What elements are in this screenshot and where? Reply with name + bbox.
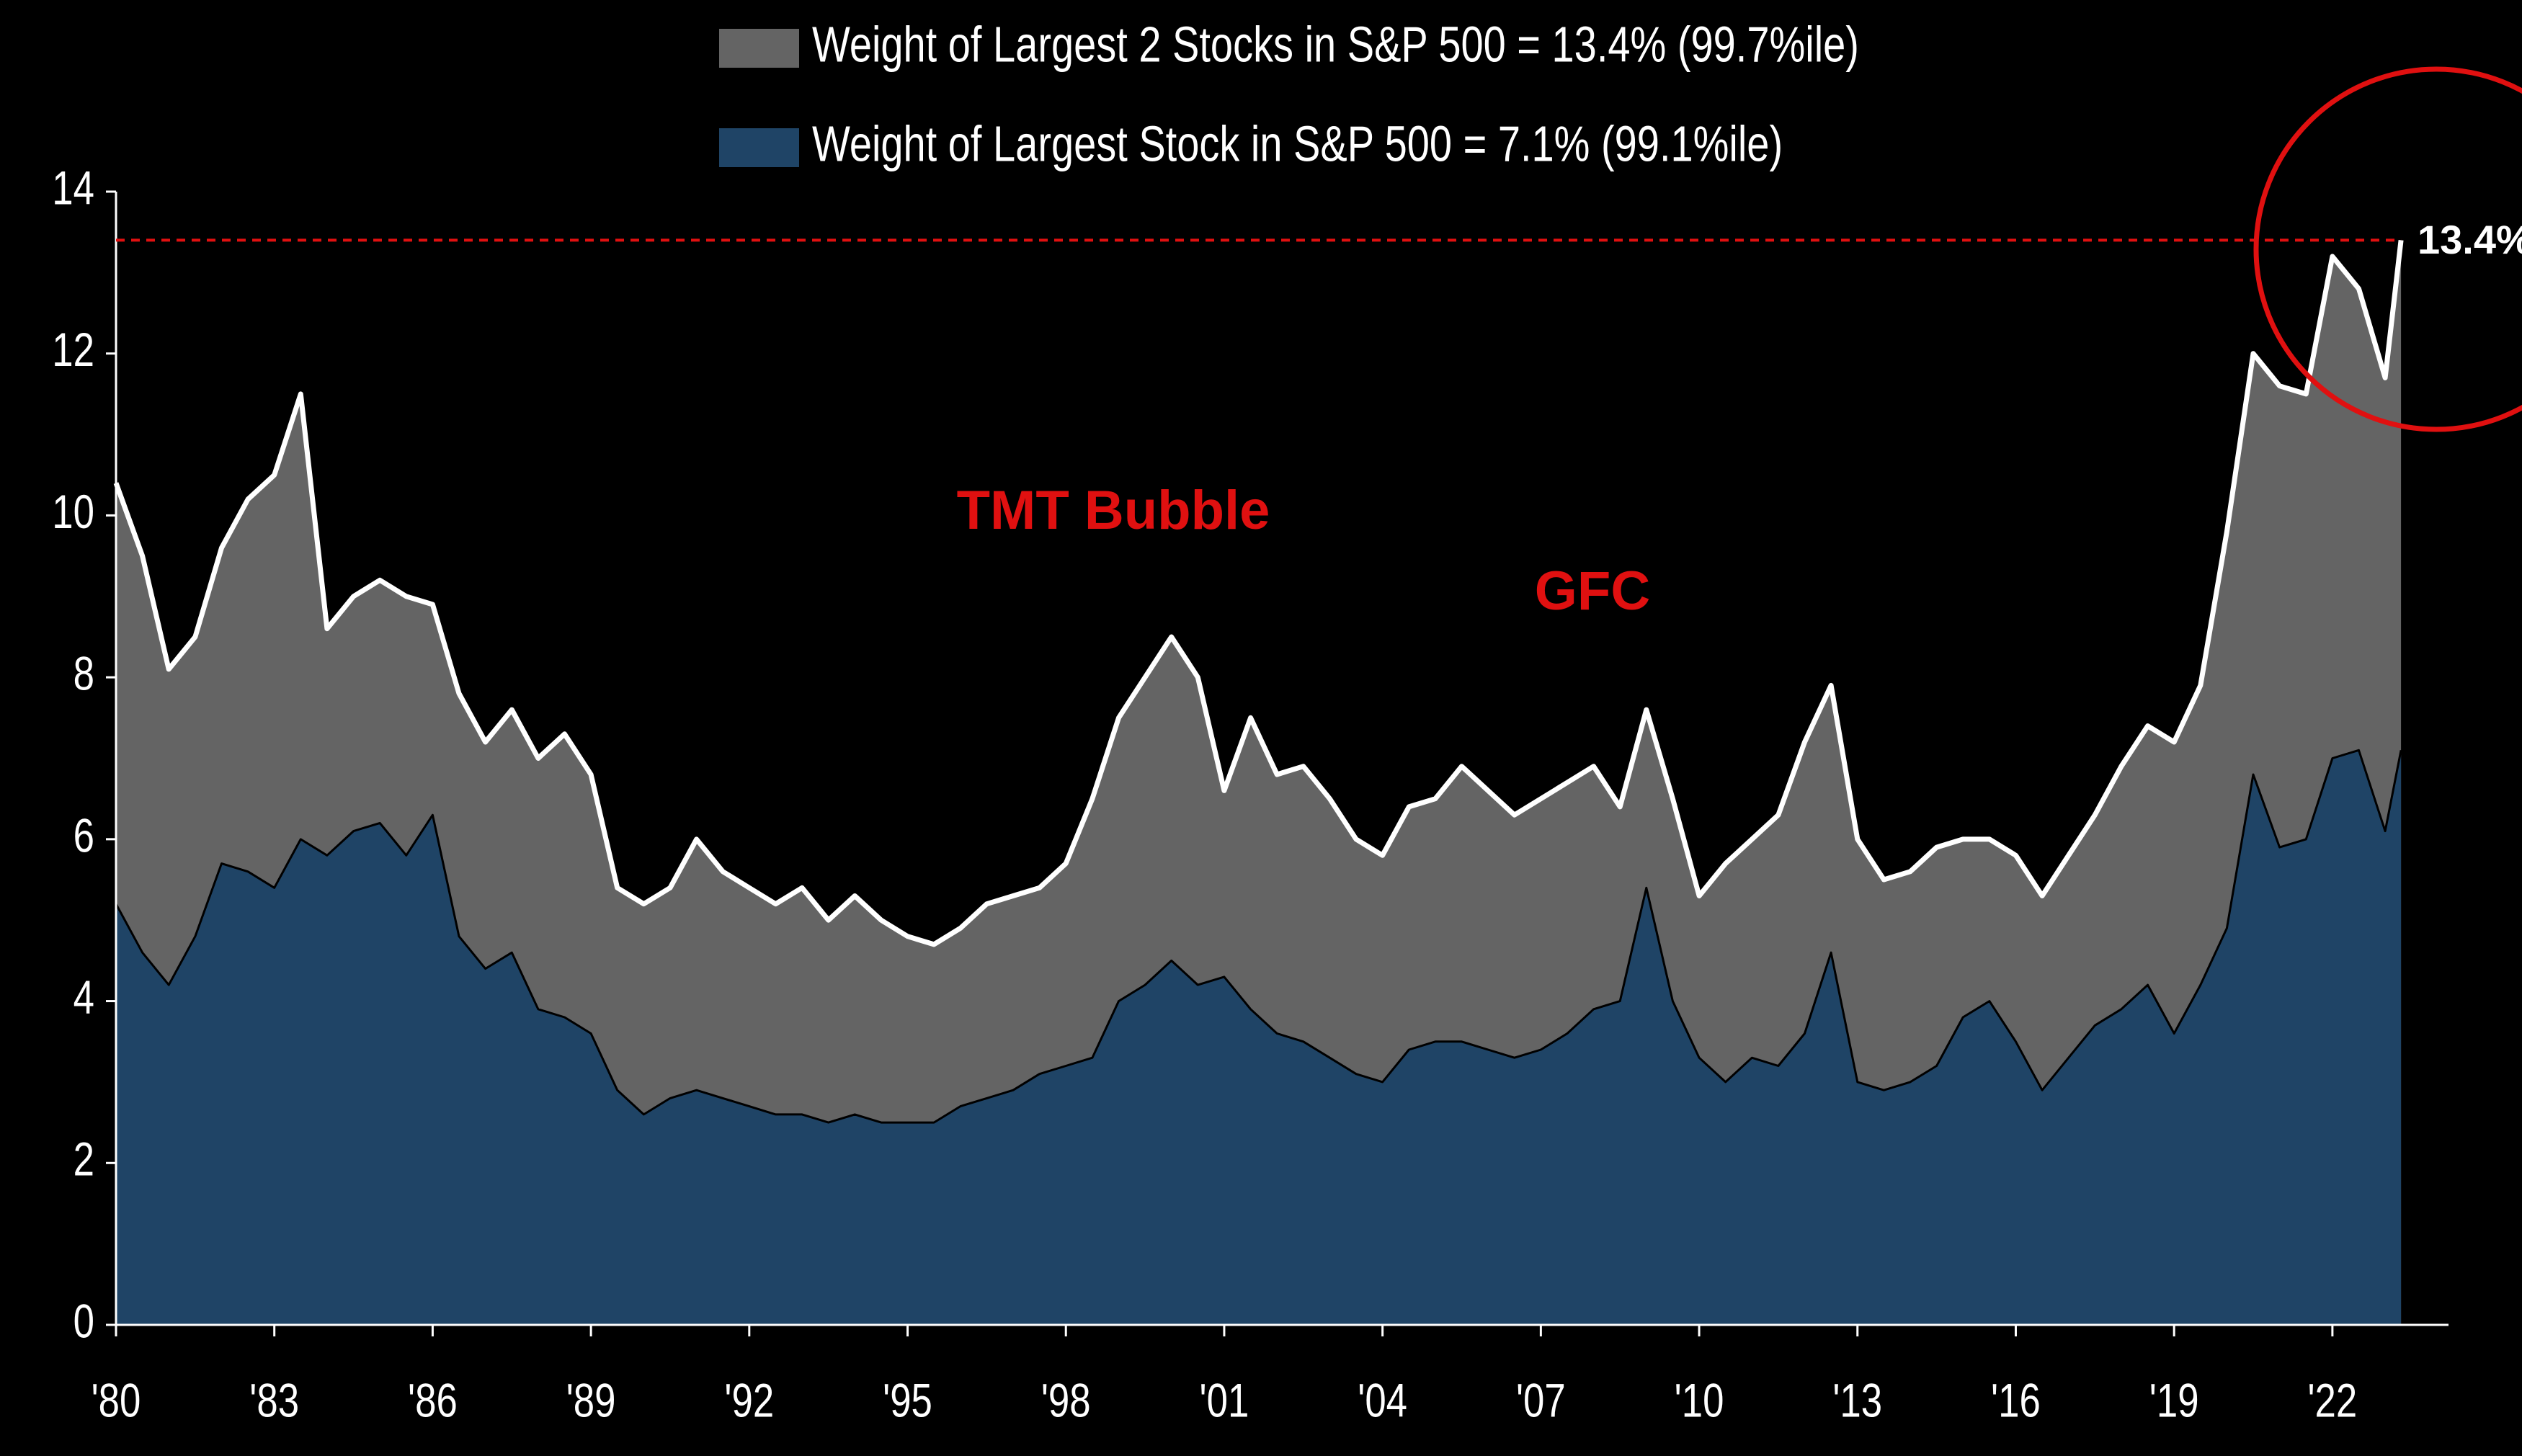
y-tick-label: 0 bbox=[73, 1295, 94, 1348]
x-tick-label: '16 bbox=[1991, 1374, 2041, 1427]
x-tick-label: '10 bbox=[1675, 1374, 1724, 1427]
x-tick-label: '13 bbox=[1832, 1374, 1882, 1427]
x-tick-label: '98 bbox=[1041, 1374, 1091, 1427]
x-tick-label: '95 bbox=[883, 1374, 932, 1427]
highlight-circle bbox=[2253, 66, 2522, 432]
y-tick-label: 12 bbox=[52, 323, 94, 377]
y-tick-label: 2 bbox=[73, 1133, 94, 1186]
x-tick-label: '83 bbox=[249, 1374, 299, 1427]
x-tick-label: '89 bbox=[566, 1374, 616, 1427]
annotation: GFC bbox=[1535, 560, 1650, 622]
x-tick-label: '92 bbox=[724, 1374, 774, 1427]
legend-swatch bbox=[719, 128, 799, 167]
area-outline bbox=[115, 749, 2402, 1124]
y-tick-label: 10 bbox=[52, 485, 94, 538]
x-tick-label: '86 bbox=[408, 1374, 458, 1427]
y-tick-label: 4 bbox=[73, 970, 94, 1024]
legend-label: Weight of Largest Stock in S&P 500 = 7.1… bbox=[812, 117, 1783, 172]
y-tick-label: 6 bbox=[73, 809, 94, 862]
annotation: TMT Bubble bbox=[957, 480, 1270, 541]
x-tick-label: '07 bbox=[1516, 1374, 1566, 1427]
area-outline bbox=[113, 239, 2404, 947]
x-tick-label: '80 bbox=[92, 1374, 141, 1427]
y-tick-label: 8 bbox=[73, 647, 94, 700]
legend-swatch bbox=[719, 29, 799, 68]
x-tick-label: '01 bbox=[1200, 1374, 1249, 1427]
legend-label: Weight of Largest 2 Stocks in S&P 500 = … bbox=[812, 17, 1859, 73]
y-tick-label: 14 bbox=[52, 161, 94, 215]
area bbox=[116, 750, 2402, 1325]
x-tick-label: '04 bbox=[1358, 1374, 1407, 1427]
reference-label: 13.4% bbox=[2418, 217, 2522, 262]
x-tick-label: '19 bbox=[2149, 1374, 2199, 1427]
x-tick-label: '22 bbox=[2307, 1374, 2357, 1427]
